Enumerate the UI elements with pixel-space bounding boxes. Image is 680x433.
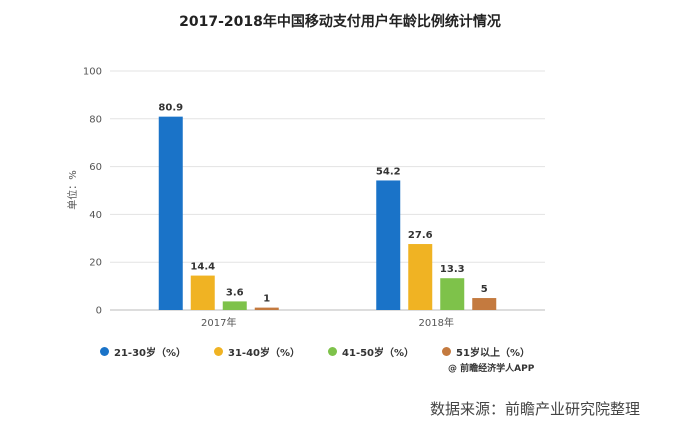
bar bbox=[158, 116, 183, 310]
data-label: 5 bbox=[481, 284, 488, 295]
y-tick-label: 0 bbox=[96, 306, 102, 317]
bar bbox=[472, 298, 497, 310]
data-label: 14.4 bbox=[190, 262, 215, 273]
credit-text: @ 前瞻经济学人APP bbox=[448, 364, 535, 374]
bar bbox=[254, 307, 279, 310]
data-label: 3.6 bbox=[226, 287, 244, 298]
y-tick-label: 20 bbox=[89, 258, 102, 269]
legend-swatch bbox=[214, 347, 224, 356]
data-label: 1 bbox=[263, 294, 270, 305]
chart-legend: 21-30岁（%） 31-40岁（%） 41-50岁（%） 51岁以上（%） bbox=[100, 344, 530, 359]
legend-item: 51岁以上（%） bbox=[442, 344, 530, 359]
legend-swatch bbox=[442, 347, 452, 356]
legend-label: 21-30岁（%） bbox=[114, 348, 187, 359]
data-labels: 80.9 14.4 3.6 1 54.2 27.6 13.3 5 bbox=[158, 103, 487, 305]
bar bbox=[440, 278, 465, 310]
bar bbox=[190, 275, 215, 310]
source-text: 数据来源：前瞻产业研究院整理 bbox=[429, 400, 640, 418]
bar bbox=[408, 244, 433, 310]
legend-label: 31-40岁（%） bbox=[228, 348, 301, 359]
data-label: 27.6 bbox=[408, 230, 433, 241]
x-tick-label: 2017年 bbox=[201, 316, 236, 329]
data-label: 13.3 bbox=[440, 264, 465, 275]
bars bbox=[158, 116, 497, 310]
y-axis-label: 单位：% bbox=[66, 170, 79, 210]
legend-label: 41-50岁（%） bbox=[342, 348, 415, 359]
bar bbox=[222, 301, 247, 310]
legend-item: 31-40岁（%） bbox=[214, 344, 300, 359]
x-tick-label: 2018年 bbox=[419, 316, 454, 329]
data-label: 80.9 bbox=[158, 103, 183, 114]
legend-swatch bbox=[100, 347, 109, 356]
y-tick-label: 60 bbox=[89, 162, 102, 173]
legend-item: 21-30岁（%） bbox=[100, 344, 186, 359]
x-axis-ticks: 2017年 2018年 bbox=[201, 316, 454, 329]
data-label: 54.2 bbox=[376, 166, 401, 177]
bar bbox=[376, 180, 401, 310]
y-tick-label: 40 bbox=[89, 210, 102, 221]
legend-swatch bbox=[328, 347, 338, 356]
y-axis-ticks: 0 20 40 60 80 100 bbox=[83, 67, 102, 317]
y-tick-label: 100 bbox=[83, 67, 102, 78]
legend-label: 51岁以上（%） bbox=[456, 348, 530, 359]
chart-title: 2017-2018年中国移动支付用户年龄比例统计情况 bbox=[179, 13, 501, 30]
y-tick-label: 80 bbox=[89, 114, 102, 125]
legend-item: 41-50岁（%） bbox=[328, 344, 414, 359]
